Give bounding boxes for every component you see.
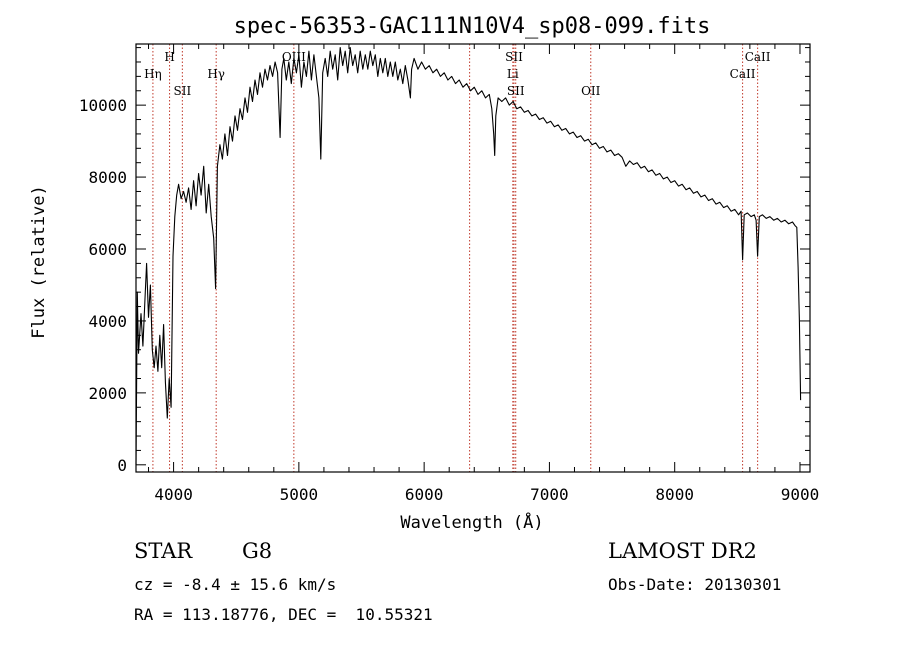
axis-tick-labels: 4000 5000 6000 7000 8000 9000 0 2000 4000 6000 800… xyxy=(79,96,819,504)
redshift-readout: cz = -8.4 ± 15.6 km/s xyxy=(134,575,337,594)
y-tick-label: 8000 xyxy=(88,168,127,187)
line-label: SII xyxy=(507,84,525,98)
x-tick-label: 6000 xyxy=(405,485,444,504)
x-tick-label: 8000 xyxy=(655,485,694,504)
x-tick-label: 4000 xyxy=(154,485,193,504)
axis-ticks xyxy=(136,44,810,472)
y-tick-label: 10000 xyxy=(79,96,127,115)
y-axis-label: Flux (relative) xyxy=(29,185,49,339)
x-tick-label: 5000 xyxy=(280,485,319,504)
object-class: STAR xyxy=(134,539,193,563)
y-tick-label: 0 xyxy=(117,456,127,475)
object-subclass: G8 xyxy=(242,539,273,563)
observation-date: Obs-Date: 20130301 xyxy=(608,575,782,594)
spectral-line-labels: HηH SII Hγ OIII SII Li SII OII CaII CaII xyxy=(144,50,771,98)
x-tick-label: 7000 xyxy=(530,485,569,504)
y-tick-label: 2000 xyxy=(88,384,127,403)
line-label: H xyxy=(164,50,174,64)
survey-name: LAMOST DR2 xyxy=(608,539,757,563)
line-label: Hγ xyxy=(207,67,225,81)
line-label: OII xyxy=(581,84,601,98)
plot-frame xyxy=(135,43,811,473)
x-axis-label: Wavelength (Å) xyxy=(400,511,543,533)
line-label: SII xyxy=(174,84,192,98)
line-label: SII xyxy=(505,50,523,64)
line-label: Hη xyxy=(144,67,162,81)
y-tick-label: 4000 xyxy=(88,312,127,331)
coordinates-readout: RA = 113.18776, DEC = 10.55321 xyxy=(134,605,433,624)
line-label: Li xyxy=(507,67,519,81)
line-label: CaII xyxy=(730,67,756,81)
chart-title: spec-56353-GAC111N10V4_sp08-099.fits xyxy=(234,14,711,39)
x-tick-label: 9000 xyxy=(781,485,820,504)
line-label: CaII xyxy=(745,50,771,64)
line-label: OIII xyxy=(282,50,306,64)
spectrum-line xyxy=(135,47,802,465)
y-tick-label: 6000 xyxy=(88,240,127,259)
